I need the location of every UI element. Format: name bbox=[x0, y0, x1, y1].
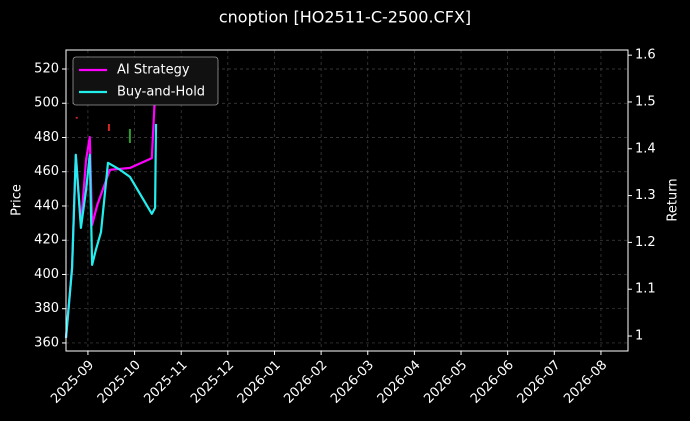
legend-box bbox=[72, 56, 219, 106]
y-axis-label: Price bbox=[10, 184, 25, 216]
y-tick-label: 460 bbox=[34, 164, 59, 179]
y2-axis-label: Return bbox=[666, 178, 681, 221]
y-tick-label: 480 bbox=[34, 130, 59, 145]
y2-tick-label: 1.4 bbox=[635, 141, 656, 156]
y-tick-label: 380 bbox=[34, 301, 59, 316]
y2-tick-label: 1.3 bbox=[635, 188, 656, 203]
candle-body bbox=[128, 128, 131, 143]
y2-tick-label: 1.5 bbox=[635, 94, 656, 109]
chart-title: cnoption [HO2511-C-2500.CFX] bbox=[219, 8, 471, 27]
y-tick-label: 440 bbox=[34, 198, 59, 213]
y2-tick-label: 1.6 bbox=[635, 48, 656, 63]
y2-tick-label: 1.1 bbox=[635, 282, 656, 297]
legend: AI Strategy Buy-and-Hold bbox=[72, 56, 219, 106]
y-tick-label: 360 bbox=[34, 335, 59, 350]
y-tick-label: 400 bbox=[34, 267, 59, 282]
series-line bbox=[64, 123, 158, 338]
y2-tick-label: 1 bbox=[635, 329, 643, 344]
legend-label: Buy-and-Hold bbox=[117, 85, 205, 100]
y-tick-label: 500 bbox=[34, 96, 59, 111]
legend-label: AI Strategy bbox=[117, 63, 190, 78]
candle-body bbox=[75, 116, 78, 119]
candle-body bbox=[107, 123, 110, 131]
y2-tick-label: 1.2 bbox=[635, 235, 656, 250]
y-tick-label: 520 bbox=[34, 62, 59, 77]
y-tick-label: 420 bbox=[34, 233, 59, 248]
plot-frame bbox=[65, 49, 629, 352]
